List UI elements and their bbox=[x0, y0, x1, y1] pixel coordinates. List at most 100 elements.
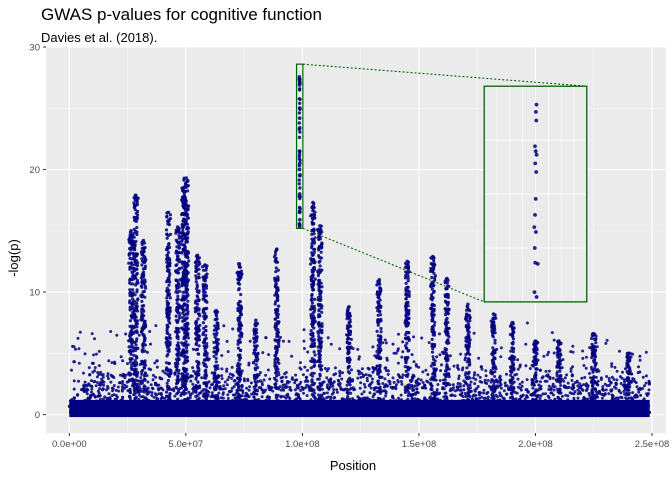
data-point bbox=[237, 281, 241, 285]
data-point bbox=[430, 350, 435, 354]
data-point bbox=[78, 404, 82, 407]
data-point bbox=[507, 405, 511, 409]
data-point bbox=[287, 399, 291, 403]
data-point bbox=[236, 346, 240, 350]
data-point bbox=[288, 396, 292, 400]
data-point bbox=[575, 405, 579, 409]
data-point bbox=[135, 337, 139, 341]
data-point bbox=[134, 260, 138, 264]
data-point bbox=[128, 372, 132, 376]
peak-point bbox=[166, 210, 171, 215]
data-point bbox=[168, 272, 172, 276]
data-point bbox=[518, 401, 522, 404]
data-point bbox=[453, 406, 457, 410]
data-point bbox=[444, 404, 448, 408]
data-point bbox=[131, 277, 135, 281]
data-point bbox=[453, 408, 457, 412]
data-point bbox=[193, 306, 197, 310]
peak-point bbox=[237, 262, 242, 266]
data-point bbox=[128, 396, 132, 400]
data-point bbox=[560, 394, 564, 398]
data-point bbox=[594, 375, 598, 379]
data-point bbox=[329, 398, 333, 402]
data-point bbox=[104, 407, 108, 411]
data-point bbox=[92, 411, 96, 415]
data-point bbox=[350, 402, 354, 406]
data-point bbox=[130, 363, 134, 367]
data-point bbox=[375, 329, 379, 333]
data-point bbox=[165, 253, 169, 257]
data-point bbox=[176, 294, 180, 298]
data-point bbox=[150, 399, 154, 403]
data-point bbox=[79, 401, 83, 404]
data-point bbox=[69, 412, 73, 416]
data-point bbox=[195, 285, 199, 289]
data-point bbox=[572, 398, 576, 402]
data-point bbox=[131, 410, 135, 414]
data-point bbox=[188, 392, 192, 396]
data-point bbox=[452, 413, 456, 417]
data-point bbox=[156, 400, 160, 404]
data-point bbox=[320, 285, 324, 289]
data-point bbox=[176, 374, 180, 378]
data-point bbox=[283, 405, 287, 409]
data-point bbox=[637, 408, 641, 412]
data-point bbox=[75, 393, 79, 397]
data-point bbox=[311, 317, 315, 321]
data-point bbox=[274, 256, 278, 260]
data-point bbox=[484, 369, 488, 373]
data-point bbox=[182, 302, 186, 306]
data-point bbox=[277, 304, 281, 308]
data-point bbox=[317, 364, 321, 368]
data-point bbox=[238, 314, 242, 318]
data-point bbox=[150, 391, 154, 395]
chart-subtitle: Davies et al. (2018). bbox=[41, 30, 157, 45]
data-point bbox=[431, 343, 435, 347]
data-point bbox=[185, 303, 189, 308]
data-point bbox=[381, 382, 385, 385]
data-point bbox=[432, 303, 436, 308]
data-point bbox=[142, 254, 146, 258]
data-point bbox=[197, 396, 201, 400]
data-point bbox=[132, 393, 136, 397]
data-point bbox=[278, 402, 282, 406]
data-point bbox=[376, 295, 380, 299]
data-point bbox=[375, 306, 379, 310]
data-point bbox=[87, 382, 91, 386]
data-point bbox=[215, 324, 219, 328]
data-point bbox=[334, 412, 338, 416]
peak-point bbox=[203, 263, 207, 267]
data-point bbox=[318, 405, 322, 409]
data-point bbox=[432, 307, 436, 312]
data-point bbox=[568, 404, 572, 408]
data-point bbox=[225, 383, 229, 387]
data-point bbox=[268, 408, 272, 412]
data-point bbox=[166, 234, 170, 238]
data-point bbox=[236, 361, 240, 366]
peak-point bbox=[347, 305, 351, 309]
data-point bbox=[526, 401, 529, 405]
data-point bbox=[167, 283, 171, 287]
data-point bbox=[404, 346, 408, 350]
data-point bbox=[622, 378, 626, 382]
data-point bbox=[334, 403, 337, 407]
data-point bbox=[127, 345, 131, 349]
data-point bbox=[354, 407, 358, 411]
data-point bbox=[197, 312, 201, 316]
data-point bbox=[123, 386, 127, 390]
data-point bbox=[175, 258, 179, 262]
data-point bbox=[174, 326, 178, 330]
data-point bbox=[310, 292, 314, 297]
data-point bbox=[378, 334, 383, 338]
data-point bbox=[219, 413, 223, 416]
data-point bbox=[309, 262, 313, 266]
data-point bbox=[391, 376, 395, 380]
data-point bbox=[167, 309, 171, 313]
data-point bbox=[415, 390, 419, 394]
data-point bbox=[319, 268, 323, 272]
data-point bbox=[356, 395, 360, 399]
data-point bbox=[105, 411, 109, 415]
data-point bbox=[584, 397, 588, 401]
data-point bbox=[227, 375, 231, 379]
data-point bbox=[215, 331, 219, 335]
